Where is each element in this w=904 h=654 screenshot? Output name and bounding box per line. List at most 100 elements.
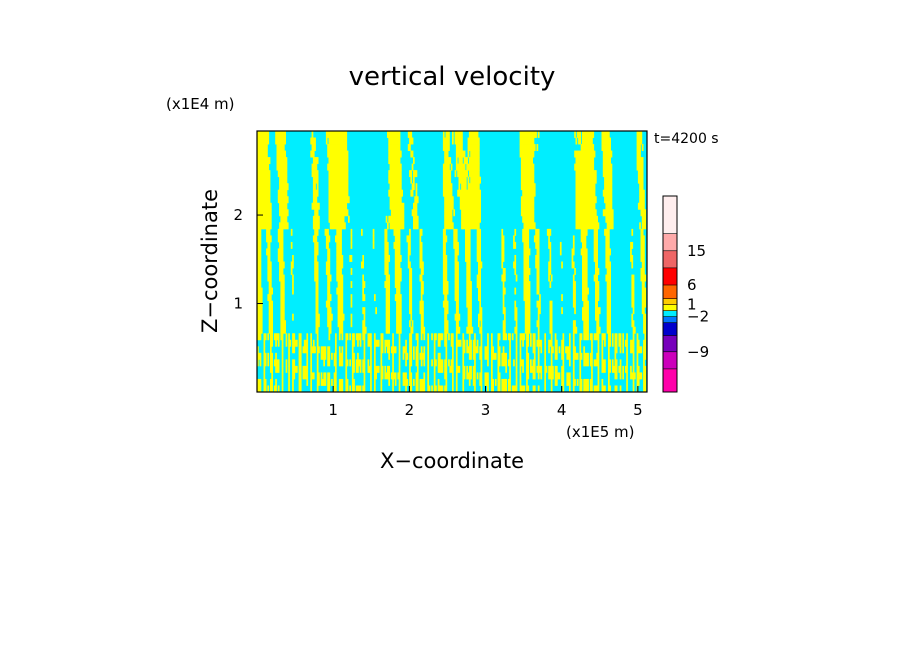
field-cell-2738 (530, 163, 532, 171)
field-cell-1815 (444, 365, 446, 373)
field-cell-2532 (519, 372, 522, 380)
field-cell-3049 (579, 163, 582, 171)
field-cell-1575 (409, 287, 411, 295)
field-cell-134 (262, 157, 264, 165)
field-cell-2535 (520, 131, 523, 138)
field-cell-2916 (554, 372, 557, 380)
field-cell-49 (258, 209, 260, 217)
field-cell-1631 (414, 170, 416, 178)
field-cell-1111 (350, 313, 353, 321)
field-cell-3116 (583, 131, 585, 138)
field-cell-1282 (388, 144, 390, 151)
field-cell-2493 (513, 241, 515, 249)
field-cell-730 (327, 300, 329, 308)
field-cell-2778 (532, 202, 535, 210)
field-cell-3153 (584, 131, 587, 138)
field-cell-1353 (392, 346, 394, 354)
field-cell-993 (340, 313, 342, 321)
field-cell-12 (257, 209, 259, 217)
field-cell-1058 (344, 196, 346, 204)
field-cell-1106 (350, 254, 353, 262)
field-cell-2622 (524, 281, 527, 289)
field-cell-1808 (444, 307, 446, 315)
field-cell-2190 (470, 163, 472, 171)
field-cell-949 (338, 268, 341, 275)
field-cell-2843 (537, 352, 540, 360)
field-cell-3349 (595, 241, 597, 249)
field-cell-1641 (415, 202, 418, 210)
field-cell-3334 (593, 241, 596, 249)
field-cell-1956 (455, 241, 458, 249)
field-cell-1171 (363, 352, 366, 360)
field-cell-1063 (345, 137, 348, 145)
field-cell-384 (280, 300, 283, 308)
field-cell-390 (281, 131, 284, 138)
field-cell-833 (333, 157, 336, 165)
field-cell-69 (258, 352, 260, 360)
field-cell-3781 (643, 339, 645, 347)
field-cell-565 (310, 137, 312, 145)
field-cell-3581 (610, 222, 613, 230)
field-cell-2757 (531, 163, 533, 171)
field-cell-405 (281, 228, 284, 236)
field-cell-568 (310, 339, 312, 347)
field-cell-141 (262, 202, 264, 210)
field-cell-2779 (532, 209, 535, 217)
field-cell-2961 (569, 372, 571, 380)
field-cell-2483 (509, 346, 511, 354)
field-cell-417 (281, 307, 284, 315)
field-cell-1476 (398, 170, 401, 178)
field-cell-87 (259, 228, 262, 236)
field-cell-1488 (398, 248, 401, 256)
field-cell-2568 (522, 359, 524, 367)
field-cell-1720 (427, 352, 429, 360)
field-cell-1297 (388, 320, 390, 328)
field-cell-1159 (362, 359, 364, 367)
field-cell-2332 (478, 248, 480, 256)
field-cell-3507 (608, 176, 610, 184)
field-cell-2330 (478, 235, 480, 243)
field-cell-2154 (468, 170, 471, 178)
field-cell-67 (258, 326, 260, 334)
field-cell-3396 (597, 339, 600, 347)
field-cell-223 (267, 248, 270, 256)
field-cell-515 (292, 372, 294, 380)
field-cell-1914 (450, 365, 453, 373)
field-cell-2022 (459, 176, 462, 184)
field-cell-1744 (437, 352, 440, 360)
field-cell-1040 (342, 183, 345, 191)
field-cell-2576 (523, 163, 526, 171)
field-cell-28 (257, 313, 259, 321)
field-cell-456 (284, 137, 286, 145)
field-cell-2079 (465, 170, 467, 178)
field-cell-1 (257, 137, 259, 145)
field-cell-780 (329, 163, 332, 171)
field-cell-2675 (527, 163, 530, 171)
field-cell-2245 (472, 346, 475, 354)
field-cell-2696 (527, 300, 530, 308)
field-cell-1411 (396, 157, 398, 165)
field-cell-2764 (531, 209, 533, 217)
field-cell-2544 (520, 196, 523, 204)
field-cell-1209 (375, 365, 377, 373)
field-cell-1829 (445, 202, 448, 210)
field-cell-1436 (396, 320, 398, 328)
field-cell-750 (328, 196, 331, 204)
field-cell-500 (290, 228, 293, 236)
field-cell-2145 (467, 320, 470, 328)
field-cell-1879 (448, 157, 450, 165)
field-cell-2293 (476, 150, 479, 158)
field-cell-362 (280, 157, 283, 165)
field-cell-1250 (385, 281, 388, 289)
field-cell-3269 (589, 163, 592, 171)
field-cell-1774 (442, 248, 445, 256)
field-cell-107 (259, 385, 262, 393)
field-cell-2798 (533, 352, 536, 360)
field-cell-619 (314, 254, 316, 262)
field-cell-3205 (585, 248, 588, 256)
field-cell-3150 (583, 359, 585, 367)
field-cell-2683 (527, 215, 530, 223)
field-cell-2476 (505, 385, 507, 393)
field-cell-245 (268, 241, 271, 249)
field-cell-1118 (351, 365, 354, 373)
